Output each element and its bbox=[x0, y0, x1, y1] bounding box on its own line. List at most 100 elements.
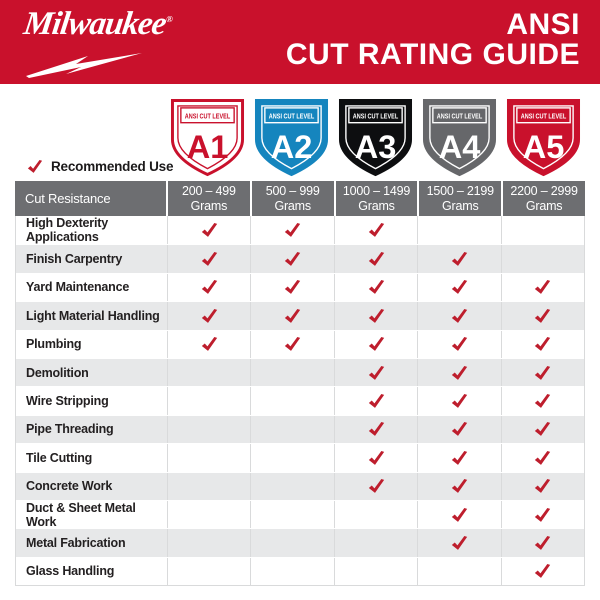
check-cell bbox=[167, 216, 250, 245]
check-cell bbox=[333, 387, 417, 415]
check-cell bbox=[250, 444, 333, 472]
table-row: Metal Fabrication bbox=[16, 528, 584, 557]
check-icon bbox=[534, 422, 551, 436]
range-text: 2200 – 2999 bbox=[510, 184, 578, 199]
check-icon bbox=[368, 451, 385, 465]
check-cell bbox=[417, 330, 500, 358]
check-icon bbox=[201, 252, 218, 266]
title-line-1: ANSI bbox=[506, 8, 580, 41]
shield-level-label: A4 bbox=[438, 129, 480, 165]
check-cell bbox=[500, 529, 584, 557]
check-cell bbox=[250, 529, 333, 557]
row-label: High Dexterity Applications bbox=[26, 216, 108, 245]
shield-band-label: ANSI CUT LEVEL bbox=[520, 111, 566, 120]
cut-level-a2-shield-icon: ANSI CUT LEVEL A2 bbox=[255, 99, 329, 177]
table-row: Light Material Handling bbox=[16, 301, 584, 330]
check-icon bbox=[451, 422, 468, 436]
unit-text: Grams bbox=[274, 198, 311, 213]
check-cell bbox=[500, 500, 584, 529]
shield-band-label: ANSI CUT LEVEL bbox=[353, 111, 399, 120]
shield-band-label: ANSI CUT LEVEL bbox=[185, 111, 231, 120]
check-icon bbox=[368, 422, 385, 436]
table-row: High Dexterity Applications bbox=[16, 216, 584, 245]
check-cell bbox=[167, 330, 250, 358]
row-label: Concrete Work bbox=[26, 479, 113, 494]
table-row: Finish Carpentry bbox=[16, 244, 584, 273]
check-cell bbox=[417, 500, 500, 529]
check-cell bbox=[500, 358, 584, 387]
check-cell bbox=[500, 472, 584, 500]
row-label: Metal Fabrication bbox=[26, 535, 126, 550]
check-cell bbox=[417, 216, 500, 245]
column-header-a2: 500 – 999 Grams bbox=[249, 181, 334, 216]
check-cell bbox=[333, 444, 417, 472]
check-icon bbox=[201, 223, 218, 237]
check-icon bbox=[368, 366, 385, 380]
check-icon bbox=[451, 451, 468, 465]
shield-slot-a3: ANSI CUT LEVEL A3 bbox=[334, 98, 418, 178]
check-icon bbox=[534, 479, 551, 493]
check-icon bbox=[368, 394, 385, 408]
recommended-use-label: Recommended Use bbox=[51, 158, 174, 174]
check-cell bbox=[333, 273, 417, 302]
column-header-a3: 1000 – 1499 Grams bbox=[333, 181, 418, 216]
check-cell bbox=[167, 444, 250, 472]
check-cell bbox=[500, 216, 584, 245]
check-cell bbox=[500, 415, 584, 444]
check-cell bbox=[333, 415, 417, 444]
unit-text: Grams bbox=[358, 198, 395, 213]
table-row: Duct & Sheet Metal Work bbox=[16, 499, 584, 529]
cut-level-a3-shield-icon: ANSI CUT LEVEL A3 bbox=[338, 99, 412, 177]
check-cell bbox=[250, 358, 333, 387]
shield-slot-a5: ANSI CUT LEVEL A5 bbox=[501, 98, 585, 178]
check-icon bbox=[534, 280, 551, 294]
table-row: Tile Cutting bbox=[16, 443, 584, 472]
check-icon bbox=[284, 223, 301, 237]
check-icon bbox=[201, 337, 218, 351]
check-cell bbox=[417, 387, 500, 415]
cut-resistance-header: Cut Resistance bbox=[25, 191, 111, 206]
check-cell bbox=[333, 472, 417, 500]
check-cell bbox=[250, 330, 333, 358]
masthead: Milwaukee® ANSI CUT RATING GUIDE bbox=[0, 0, 600, 84]
column-header-a1: 200 – 499 Grams bbox=[166, 181, 250, 216]
check-cell bbox=[333, 245, 417, 273]
check-icon bbox=[284, 252, 301, 266]
check-cell bbox=[500, 245, 584, 273]
check-cell bbox=[250, 557, 333, 586]
check-icon bbox=[534, 366, 551, 380]
page-title: ANSI CUT RATING GUIDE bbox=[286, 10, 580, 70]
row-label: Finish Carpentry bbox=[26, 252, 123, 267]
check-icon bbox=[451, 252, 468, 266]
check-icon bbox=[451, 280, 468, 294]
check-cell bbox=[417, 245, 500, 273]
shield-level-label: A5 bbox=[522, 129, 564, 165]
check-cell bbox=[417, 302, 500, 330]
check-cell bbox=[333, 330, 417, 358]
table-row: Yard Maintenance bbox=[16, 272, 584, 302]
shield-band-label: ANSI CUT LEVEL bbox=[269, 111, 315, 120]
range-text: 1000 – 1499 bbox=[342, 184, 411, 199]
range-text: 1500 – 2199 bbox=[426, 184, 495, 199]
check-icon bbox=[451, 309, 468, 323]
check-cell bbox=[167, 500, 250, 529]
shield-slot-a4: ANSI CUT LEVEL A4 bbox=[417, 98, 501, 178]
check-cell bbox=[250, 216, 333, 245]
range-text: 200 – 499 bbox=[181, 184, 236, 199]
check-icon bbox=[368, 223, 385, 237]
check-icon bbox=[534, 451, 551, 465]
check-icon bbox=[534, 394, 551, 408]
table-row: Concrete Work bbox=[16, 471, 584, 500]
check-cell bbox=[500, 302, 584, 330]
table-row: Plumbing bbox=[16, 329, 584, 358]
recommended-use-key: Recommended Use bbox=[27, 156, 173, 176]
check-icon bbox=[534, 337, 551, 351]
unit-text: Grams bbox=[442, 198, 479, 213]
table-row: Glass Handling bbox=[16, 556, 584, 586]
check-cell bbox=[417, 444, 500, 472]
lightning-bolt-icon bbox=[26, 53, 142, 78]
check-cell bbox=[167, 557, 250, 586]
cut-level-a4-shield-icon: ANSI CUT LEVEL A4 bbox=[422, 99, 496, 177]
check-cell bbox=[500, 557, 584, 586]
check-icon bbox=[27, 160, 43, 173]
